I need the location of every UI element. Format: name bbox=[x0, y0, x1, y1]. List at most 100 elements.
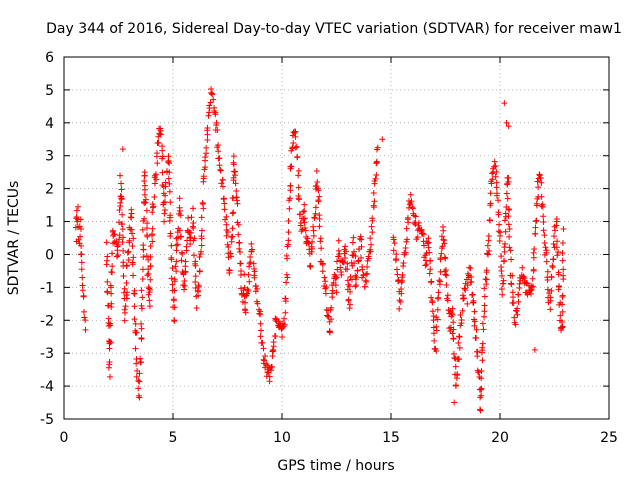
y-tick-label: -2 bbox=[40, 313, 54, 329]
data-point bbox=[261, 357, 268, 364]
x-tick-label: 0 bbox=[60, 430, 69, 446]
data-point bbox=[462, 286, 469, 293]
data-point bbox=[293, 143, 300, 150]
data-point bbox=[363, 278, 370, 285]
chart-title: Day 344 of 2016, Sidereal Day-to-day VTE… bbox=[46, 21, 622, 37]
data-point bbox=[116, 207, 123, 214]
data-point bbox=[440, 236, 447, 243]
data-point bbox=[113, 253, 120, 260]
data-point bbox=[107, 322, 114, 329]
data-point bbox=[443, 272, 450, 279]
data-point bbox=[362, 271, 369, 278]
data-point bbox=[496, 232, 503, 239]
data-point bbox=[316, 215, 323, 222]
data-point bbox=[147, 243, 154, 250]
data-point bbox=[131, 316, 138, 323]
data-point bbox=[354, 267, 361, 274]
data-point bbox=[322, 290, 329, 297]
data-point bbox=[439, 223, 446, 230]
data-point bbox=[283, 271, 290, 278]
data-point bbox=[147, 262, 154, 269]
data-point-isolated bbox=[464, 300, 471, 307]
data-point bbox=[543, 249, 550, 256]
data-point bbox=[203, 144, 210, 151]
data-point bbox=[553, 244, 560, 251]
data-point bbox=[515, 298, 522, 305]
data-point bbox=[420, 231, 427, 238]
data-point bbox=[268, 363, 275, 370]
data-point bbox=[171, 317, 178, 324]
y-tick-label: 4 bbox=[45, 116, 54, 132]
data-point bbox=[409, 204, 416, 211]
data-point bbox=[166, 188, 173, 195]
data-point bbox=[397, 298, 404, 305]
data-point bbox=[532, 230, 539, 237]
data-point bbox=[344, 260, 351, 267]
data-point bbox=[296, 196, 303, 203]
data-point bbox=[510, 294, 517, 301]
data-point bbox=[479, 340, 486, 347]
data-point bbox=[350, 234, 357, 241]
data-point bbox=[540, 213, 547, 220]
data-point bbox=[104, 288, 111, 295]
data-point bbox=[360, 272, 367, 279]
y-tick-label: -4 bbox=[40, 379, 54, 395]
data-point bbox=[204, 125, 211, 132]
data-point bbox=[120, 247, 127, 254]
data-point bbox=[528, 290, 535, 297]
data-point bbox=[171, 276, 178, 283]
data-point bbox=[371, 198, 378, 205]
data-point-isolated bbox=[379, 136, 386, 143]
data-point bbox=[161, 218, 168, 225]
data-point bbox=[155, 139, 162, 146]
data-point bbox=[177, 233, 184, 240]
y-tick-label: -1 bbox=[40, 280, 54, 296]
data-point bbox=[295, 167, 302, 174]
data-point bbox=[423, 250, 430, 257]
data-point bbox=[404, 216, 411, 223]
data-point bbox=[216, 155, 223, 162]
data-point bbox=[427, 257, 434, 264]
data-point bbox=[486, 217, 493, 224]
data-point bbox=[292, 128, 299, 135]
data-point bbox=[119, 239, 126, 246]
data-point bbox=[216, 162, 223, 169]
data-point-isolated bbox=[501, 100, 508, 107]
data-point bbox=[464, 282, 471, 289]
data-point bbox=[544, 268, 551, 275]
data-point bbox=[130, 272, 137, 279]
data-point-isolated bbox=[531, 346, 538, 353]
data-point bbox=[455, 340, 462, 347]
data-point bbox=[399, 274, 406, 281]
data-point bbox=[190, 219, 197, 226]
data-point bbox=[177, 212, 184, 219]
data-point bbox=[543, 258, 550, 265]
data-point bbox=[78, 242, 85, 249]
data-point bbox=[109, 263, 116, 270]
data-point bbox=[394, 271, 401, 278]
data-point bbox=[460, 295, 467, 302]
data-point bbox=[483, 281, 490, 288]
data-point bbox=[159, 182, 166, 189]
data-point bbox=[166, 169, 173, 176]
data-point bbox=[301, 224, 308, 231]
data-point bbox=[247, 254, 254, 261]
data-point bbox=[133, 373, 140, 380]
data-point bbox=[393, 266, 400, 273]
data-point bbox=[138, 287, 145, 294]
data-point bbox=[438, 233, 445, 240]
x-tick-label: 5 bbox=[169, 430, 178, 446]
data-point bbox=[538, 193, 545, 200]
data-point bbox=[329, 287, 336, 294]
data-point bbox=[454, 371, 461, 378]
data-point bbox=[317, 235, 324, 242]
data-point bbox=[505, 221, 512, 228]
data-point bbox=[162, 192, 169, 199]
data-point bbox=[147, 253, 154, 260]
data-point bbox=[333, 289, 340, 296]
data-point bbox=[289, 145, 296, 152]
data-point bbox=[492, 173, 499, 180]
data-point bbox=[141, 182, 148, 189]
data-point bbox=[139, 226, 146, 233]
data-point bbox=[528, 286, 535, 293]
